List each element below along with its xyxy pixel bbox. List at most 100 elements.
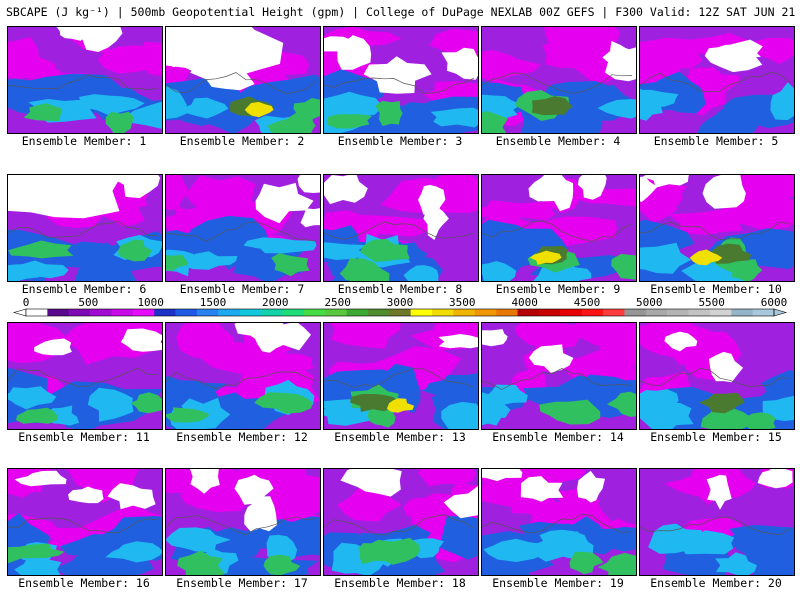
cape-field-map bbox=[8, 469, 162, 575]
colorbar-segment bbox=[47, 309, 70, 316]
ensemble-member-label: Ensemble Member: 3 bbox=[337, 134, 463, 148]
colorbar-segment bbox=[667, 309, 689, 316]
coastline bbox=[324, 77, 475, 94]
colorbar-segment bbox=[68, 309, 91, 316]
cape-field-map bbox=[482, 27, 636, 133]
cape-contour-blob bbox=[403, 265, 439, 281]
cape-contour-blob bbox=[254, 392, 313, 414]
cape-field-map bbox=[640, 469, 794, 575]
ensemble-member-label: Ensemble Member: 14 bbox=[492, 430, 624, 444]
cape-contour-blob bbox=[461, 496, 478, 515]
ensemble-member-map bbox=[7, 174, 163, 282]
ensemble-member-map bbox=[481, 26, 637, 134]
coastline bbox=[640, 221, 791, 240]
colorbar-segment bbox=[560, 309, 582, 316]
ensemble-member-map bbox=[165, 26, 321, 134]
colorbar-tick-label: 2000 bbox=[262, 296, 289, 309]
cape-field-map bbox=[640, 175, 794, 281]
cape-contour-blob bbox=[757, 469, 793, 489]
cape-contour-blob bbox=[166, 175, 191, 211]
cape-contour-blob bbox=[482, 261, 517, 281]
ensemble-member-map bbox=[323, 468, 479, 576]
ensemble-member-label: Ensemble Member: 4 bbox=[495, 134, 621, 148]
cape-contour-blob bbox=[515, 323, 607, 350]
cape-contour-blob bbox=[423, 199, 449, 240]
ensemble-member-map bbox=[639, 322, 795, 430]
ensemble-member-label: Ensemble Member: 10 bbox=[650, 282, 782, 296]
colorbar-segment bbox=[603, 309, 625, 316]
colorbar-segment bbox=[581, 309, 604, 316]
cape-contour-blob bbox=[243, 237, 317, 254]
ensemble-member-label: Ensemble Member: 6 bbox=[21, 282, 147, 296]
cape-field-map bbox=[166, 469, 320, 575]
cape-contour-blob bbox=[417, 469, 477, 487]
colorbar-segment bbox=[688, 309, 711, 316]
colorbar-segment bbox=[538, 309, 561, 316]
cape-contour-blob bbox=[664, 331, 698, 352]
cape-contour-blob bbox=[700, 400, 753, 429]
colorbar-segment bbox=[239, 309, 262, 316]
cape-contour-blob bbox=[118, 239, 153, 262]
cape-contour-blob bbox=[437, 515, 478, 560]
colorbar-segment bbox=[90, 309, 112, 316]
cape-contour-blob bbox=[528, 175, 570, 202]
colorbar-tick-label: 2500 bbox=[324, 296, 351, 309]
cape-field-map bbox=[166, 323, 320, 429]
colorbar-segment bbox=[261, 309, 283, 316]
colorbar-segment bbox=[645, 309, 668, 316]
colorbar-segment bbox=[453, 309, 476, 316]
cape-field-map bbox=[324, 27, 478, 133]
ensemble-member-map bbox=[7, 322, 163, 430]
colorbar-tick-label: 5500 bbox=[698, 296, 725, 309]
colorbar-segment bbox=[752, 309, 775, 316]
cape-contour-blob bbox=[166, 254, 188, 271]
cape-contour-blob bbox=[438, 334, 478, 349]
ensemble-member-label: Ensemble Member: 5 bbox=[653, 134, 779, 148]
colorbar-tick-label: 1000 bbox=[137, 296, 164, 309]
cape-contour-blob bbox=[34, 338, 72, 356]
ensemble-member-label: Ensemble Member: 19 bbox=[492, 576, 624, 590]
ensemble-member-label: Ensemble Member: 1 bbox=[21, 134, 147, 148]
cape-contour-blob bbox=[8, 175, 122, 219]
cape-field-map bbox=[8, 175, 162, 281]
cape-field-map bbox=[8, 27, 162, 133]
cape-contour-blob bbox=[176, 323, 234, 359]
coastline bbox=[8, 220, 158, 239]
colorbar-segment bbox=[517, 309, 540, 316]
ensemble-member-label: Ensemble Member: 13 bbox=[334, 430, 466, 444]
cape-contour-blob bbox=[508, 495, 568, 522]
cape-contour-blob bbox=[300, 208, 320, 228]
cape-contour-blob bbox=[520, 476, 564, 502]
cape-contour-blob bbox=[482, 94, 522, 114]
cape-contour-blob bbox=[14, 556, 62, 575]
cape-field-map bbox=[8, 323, 162, 429]
colorbar-tick-label: 4500 bbox=[574, 296, 601, 309]
colorbar-segment bbox=[624, 309, 647, 316]
coastline bbox=[482, 513, 633, 534]
cape-contour-blob bbox=[430, 107, 478, 128]
cape-contour-blob bbox=[706, 474, 732, 510]
colorbar-segment bbox=[731, 309, 753, 316]
colorbar-segment bbox=[367, 309, 390, 316]
cape-contour-blob bbox=[602, 41, 636, 75]
cape-contour-blob bbox=[75, 27, 123, 52]
ensemble-member-label: Ensemble Member: 17 bbox=[176, 576, 308, 590]
cape-contour-blob bbox=[606, 391, 636, 417]
cape-contour-blob bbox=[591, 526, 636, 552]
cape-contour-blob bbox=[671, 530, 735, 555]
cape-contour-blob bbox=[386, 398, 415, 413]
cape-contour-blob bbox=[190, 56, 255, 91]
cape-contour-blob bbox=[532, 96, 573, 116]
cape-contour-blob bbox=[517, 216, 617, 246]
colorbar-segment bbox=[218, 309, 241, 316]
colorbar-segment bbox=[709, 309, 732, 316]
cape-contour-blob bbox=[8, 240, 74, 259]
coastline bbox=[482, 368, 633, 390]
cape-contour-blob bbox=[640, 323, 671, 341]
cape-contour-blob bbox=[107, 483, 156, 510]
ensemble-member-map bbox=[639, 468, 795, 576]
cape-contour-blob bbox=[365, 537, 421, 565]
cape-contour-blob bbox=[482, 469, 523, 482]
ensemble-member-map bbox=[639, 174, 795, 282]
colorbar-right-arrow bbox=[773, 308, 788, 317]
